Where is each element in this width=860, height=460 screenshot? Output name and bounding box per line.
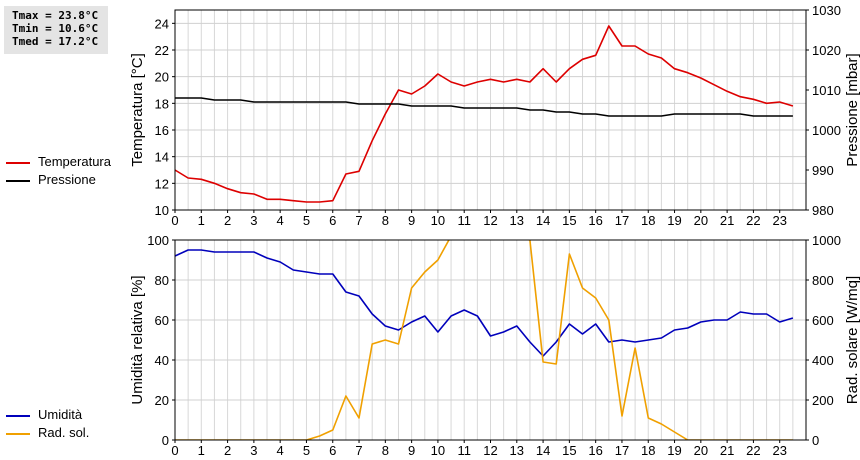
- top-x-tick-label: 8: [382, 213, 389, 228]
- top-ylabel: Temperatura [°C]: [129, 53, 146, 167]
- bottom-x-tick-label: 14: [536, 443, 550, 458]
- top-y2-tick-label: 990: [812, 163, 834, 178]
- bottom-x-tick-label: 8: [382, 443, 389, 458]
- top-x-tick-label: 2: [224, 213, 231, 228]
- top-x-tick-label: 14: [536, 213, 550, 228]
- bottom-y2-tick-label: 1000: [812, 233, 841, 248]
- bottom-y2-tick-label: 600: [812, 313, 834, 328]
- legend-swatch-pressione: [6, 180, 30, 182]
- bottom-y-tick-label: 60: [155, 313, 169, 328]
- top-y2-tick-label: 1000: [812, 123, 841, 138]
- top-x-tick-label: 21: [720, 213, 734, 228]
- legend-swatch-temperatura: [6, 162, 30, 164]
- top-y2label: Pressione [mbar]: [844, 53, 860, 166]
- top-y-tick-label: 16: [155, 123, 169, 138]
- bottom-y-tick-label: 40: [155, 353, 169, 368]
- bottom-x-tick-label: 5: [303, 443, 310, 458]
- top-x-tick-label: 23: [772, 213, 786, 228]
- tmax-text: Tmax = 23.8°C: [12, 9, 99, 22]
- bottom-x-tick-label: 3: [250, 443, 257, 458]
- top-y-tick-label: 12: [155, 176, 169, 191]
- top-x-tick-label: 7: [355, 213, 362, 228]
- bottom-y-tick-label: 80: [155, 273, 169, 288]
- top-y2-tick-label: 980: [812, 203, 834, 218]
- top-y2-tick-label: 1020: [812, 43, 841, 58]
- top-x-tick-label: 20: [694, 213, 708, 228]
- bottom-x-tick-label: 2: [224, 443, 231, 458]
- top-x-tick-label: 11: [457, 213, 471, 228]
- bottom-x-tick-label: 23: [772, 443, 786, 458]
- bottom-x-tick-label: 1: [198, 443, 205, 458]
- top-x-tick-label: 19: [667, 213, 681, 228]
- top-y-tick-label: 22: [155, 43, 169, 58]
- top-x-tick-label: 10: [431, 213, 445, 228]
- tmed-text: Tmed = 17.2°C: [12, 35, 99, 48]
- bottom-x-tick-label: 13: [510, 443, 524, 458]
- statistics-box: Tmax = 23.8°C Tmin = 10.6°C Tmed = 17.2°…: [4, 6, 108, 54]
- legend-label-umidita: Umidità: [38, 407, 83, 422]
- bottom-y-tick-label: 20: [155, 393, 169, 408]
- bottom-series-line-1: [175, 240, 793, 440]
- legend-swatch-rad-sol: [6, 433, 30, 435]
- bottom-y2-tick-label: 800: [812, 273, 834, 288]
- top-x-tick-label: 0: [171, 213, 178, 228]
- top-x-tick-label: 1: [198, 213, 205, 228]
- legend-label-temperatura: Temperatura: [38, 154, 111, 169]
- bottom-x-tick-label: 21: [720, 443, 734, 458]
- top-y-tick-label: 10: [155, 203, 169, 218]
- bottom-y2-tick-label: 400: [812, 353, 834, 368]
- bottom-y2label: Rad. solare [W/mq]: [844, 276, 860, 404]
- top-y2-tick-label: 1010: [812, 83, 841, 98]
- top-series-line-1: [175, 97, 793, 117]
- bottom-y2-tick-label: 200: [812, 393, 834, 408]
- top-x-tick-label: 22: [746, 213, 760, 228]
- top-series-line-0: [175, 25, 794, 203]
- legend-label-pressione: Pressione: [38, 172, 96, 187]
- bottom-x-tick-label: 6: [329, 443, 336, 458]
- bottom-x-tick-label: 22: [746, 443, 760, 458]
- top-y-tick-label: 18: [155, 96, 169, 111]
- bottom-x-tick-label: 16: [588, 443, 602, 458]
- bottom-x-tick-label: 12: [483, 443, 497, 458]
- top-x-tick-label: 12: [483, 213, 497, 228]
- top-y-tick-label: 24: [155, 16, 169, 31]
- tmin-text: Tmin = 10.6°C: [12, 22, 99, 35]
- bottom-x-tick-label: 11: [457, 443, 471, 458]
- bottom-x-tick-label: 7: [355, 443, 362, 458]
- bottom-y2-tick-label: 0: [812, 433, 819, 448]
- top-x-tick-label: 9: [408, 213, 415, 228]
- top-x-tick-label: 3: [250, 213, 257, 228]
- bottom-x-tick-label: 9: [408, 443, 415, 458]
- top-y-tick-label: 20: [155, 70, 169, 85]
- top-x-tick-label: 18: [641, 213, 655, 228]
- bottom-x-tick-label: 20: [694, 443, 708, 458]
- bottom-x-tick-label: 19: [667, 443, 681, 458]
- bottom-x-tick-label: 4: [277, 443, 284, 458]
- legend-label-rad-sol: Rad. sol.: [38, 425, 90, 440]
- top-x-tick-label: 4: [277, 213, 284, 228]
- bottom-y-tick-label: 100: [147, 233, 169, 248]
- top-x-tick-label: 17: [615, 213, 629, 228]
- bottom-x-tick-label: 0: [171, 443, 178, 458]
- top-x-tick-label: 13: [510, 213, 524, 228]
- bottom-x-tick-label: 15: [562, 443, 576, 458]
- top-y-tick-label: 14: [155, 150, 169, 165]
- bottom-y-tick-label: 0: [162, 433, 169, 448]
- bottom-x-tick-label: 17: [615, 443, 629, 458]
- top-x-tick-label: 16: [588, 213, 602, 228]
- top-x-tick-label: 6: [329, 213, 336, 228]
- bottom-ylabel: Umidità relativa [%]: [129, 275, 146, 404]
- top-y2-tick-label: 1030: [812, 3, 841, 18]
- legend-swatch-umidita: [6, 415, 30, 417]
- bottom-x-tick-label: 18: [641, 443, 655, 458]
- top-x-tick-label: 5: [303, 213, 310, 228]
- top-x-tick-label: 15: [562, 213, 576, 228]
- bottom-x-tick-label: 10: [431, 443, 445, 458]
- bottom-series-line-0: [175, 249, 794, 357]
